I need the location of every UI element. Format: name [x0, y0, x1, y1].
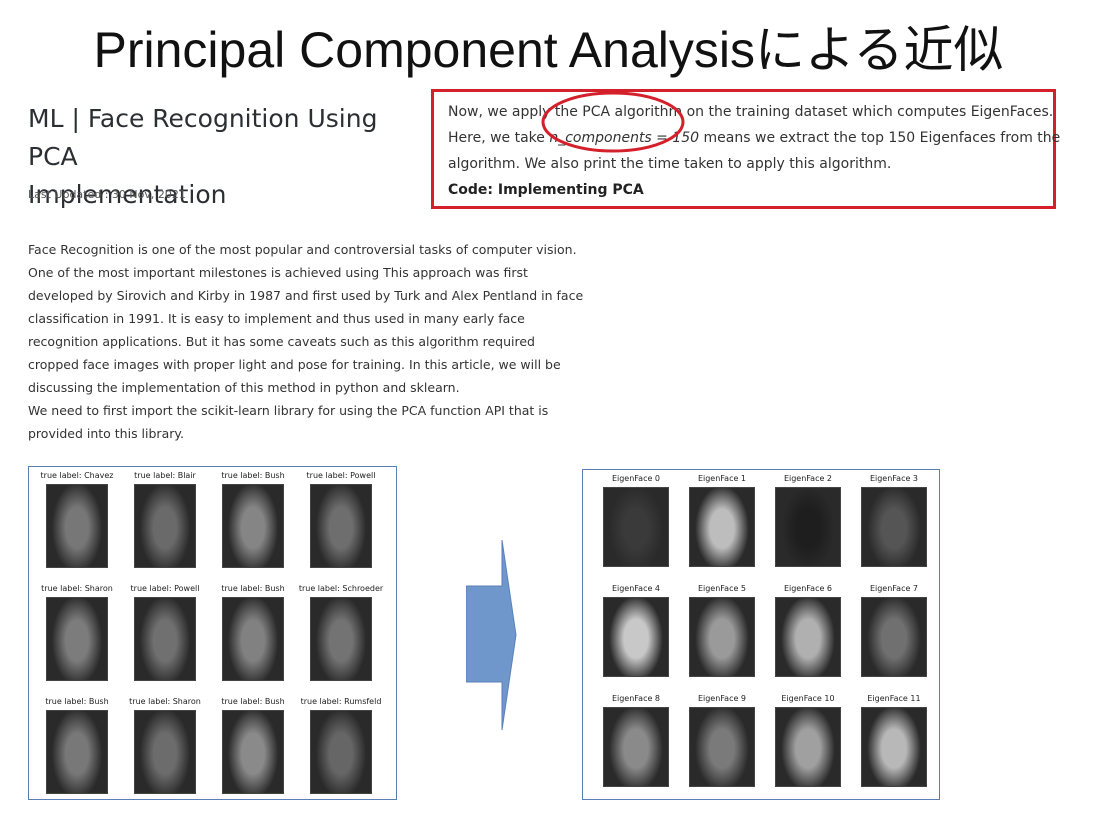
- eigenface-label: EigenFace 7: [869, 584, 919, 593]
- body-line: classification in 1991. It is easy to im…: [28, 311, 525, 326]
- eigenfaces-panel: EigenFace 0 EigenFace 1 EigenFace 2 EigenFa…: [582, 469, 940, 800]
- face-sample-label: true label: Schroeder: [298, 584, 384, 593]
- body-line: One of the most important milestones is …: [28, 265, 528, 280]
- eigenface-cell: EigenFace 5: [679, 584, 765, 694]
- face-sample-cell: true label: Bush: [209, 471, 297, 584]
- face-samples-panel: true label: Chavez true label: Blair true …: [28, 466, 397, 800]
- eigenface-image: [861, 707, 927, 787]
- face-sample-image: [134, 710, 196, 794]
- face-sample-label: true label: Powell: [306, 471, 376, 480]
- face-sample-cell: true label: Bush: [209, 697, 297, 810]
- eigenface-label: EigenFace 8: [611, 694, 661, 703]
- face-sample-cell: true label: Chavez: [33, 471, 121, 584]
- highlight-box: Now, we apply the PCA algorithm on the t…: [431, 89, 1060, 209]
- note-line-2-post: means we extract the top 150 Eigenfaces …: [699, 130, 1061, 146]
- code-label: Code: Implementing PCA: [448, 182, 644, 198]
- body-line: Face Recognition is one of the most popu…: [28, 242, 577, 257]
- eigenface-label: EigenFace 2: [783, 474, 833, 483]
- face-sample-image: [310, 484, 372, 568]
- face-sample-label: true label: Sharon: [129, 697, 201, 706]
- article-body: Face Recognition is one of the most popu…: [28, 238, 588, 445]
- eigenface-cell: EigenFace 7: [851, 584, 937, 694]
- eigenface-cell: EigenFace 2: [765, 474, 851, 584]
- last-updated: Last Updated : 30 Nov, 2021: [28, 188, 186, 201]
- face-sample-image: [222, 597, 284, 681]
- eigenface-label: EigenFace 0: [611, 474, 661, 483]
- face-sample-cell: true label: Bush: [33, 697, 121, 810]
- eigenface-label: EigenFace 6: [783, 584, 833, 593]
- article-title-line1: ML | Face Recognition Using PCA: [28, 104, 378, 171]
- eigenface-image: [603, 707, 669, 787]
- eigenface-label: EigenFace 5: [697, 584, 747, 593]
- face-sample-image: [310, 597, 372, 681]
- body-line: provided into this library.: [28, 426, 184, 441]
- face-sample-cell: true label: Powell: [297, 471, 385, 584]
- slide-title: Principal Component Analysisによる近似: [93, 22, 1004, 78]
- eigenface-cell: EigenFace 1: [679, 474, 765, 584]
- article-title: ML | Face Recognition Using PCA Implemen…: [28, 100, 428, 214]
- eigenface-cell: EigenFace 0: [593, 474, 679, 584]
- eigenface-image: [689, 487, 755, 567]
- eigenface-image: [775, 597, 841, 677]
- eigenface-image: [775, 487, 841, 567]
- body-line: discussing the implementation of this me…: [28, 380, 460, 395]
- right-arrow-icon: [466, 540, 517, 730]
- eigenface-label: EigenFace 1: [697, 474, 747, 483]
- eigenface-label: EigenFace 9: [697, 694, 747, 703]
- eigenface-label: EigenFace 10: [781, 694, 835, 703]
- face-sample-cell: true label: Rumsfeld: [297, 697, 385, 810]
- face-sample-cell: true label: Powell: [121, 584, 209, 697]
- note-line-2: Here, we take n_components = 150 means w…: [448, 125, 1060, 151]
- eigenface-cell: EigenFace 3: [851, 474, 937, 584]
- eigenface-image: [861, 487, 927, 567]
- face-sample-label: true label: Blair: [134, 471, 196, 480]
- face-sample-image: [222, 710, 284, 794]
- eigenface-cell: EigenFace 9: [679, 694, 765, 804]
- face-sample-image: [134, 597, 196, 681]
- face-sample-image: [46, 710, 108, 794]
- eigenface-image: [603, 487, 669, 567]
- face-sample-cell: true label: Schroeder: [297, 584, 385, 697]
- eigenface-image: [603, 597, 669, 677]
- body-line: recognition applications. But it has som…: [28, 334, 535, 349]
- highlight-ellipse: [541, 91, 685, 153]
- face-sample-cell: true label: Blair: [121, 471, 209, 584]
- face-sample-image: [134, 484, 196, 568]
- eigenface-cell: EigenFace 10: [765, 694, 851, 804]
- note-line-3: algorithm. We also print the time taken …: [448, 156, 892, 172]
- face-sample-label: true label: Sharon: [41, 584, 113, 593]
- face-sample-image: [310, 710, 372, 794]
- face-sample-label: true label: Chavez: [40, 471, 114, 480]
- eigenface-image: [775, 707, 841, 787]
- face-sample-label: true label: Bush: [221, 697, 285, 706]
- face-sample-label: true label: Bush: [45, 697, 109, 706]
- eigenface-label: EigenFace 3: [869, 474, 919, 483]
- body-line: We need to first import the scikit-learn…: [28, 403, 549, 418]
- face-sample-label: true label: Rumsfeld: [300, 697, 382, 706]
- eigenface-label: EigenFace 4: [611, 584, 661, 593]
- face-sample-image: [222, 484, 284, 568]
- face-sample-image: [46, 484, 108, 568]
- body-line: cropped face images with proper light an…: [28, 357, 561, 372]
- face-sample-image: [46, 597, 108, 681]
- eigenface-cell: EigenFace 8: [593, 694, 679, 804]
- face-sample-label: true label: Powell: [130, 584, 200, 593]
- face-sample-cell: true label: Bush: [209, 584, 297, 697]
- eigenface-cell: EigenFace 6: [765, 584, 851, 694]
- face-sample-cell: true label: Sharon: [33, 584, 121, 697]
- body-line: developed by Sirovich and Kirby in 1987 …: [28, 288, 584, 303]
- eigenface-cell: EigenFace 4: [593, 584, 679, 694]
- article-title-line2: Implementation: [28, 180, 227, 209]
- eigenface-image: [689, 597, 755, 677]
- note-line-2-pre: Here, we take: [448, 130, 550, 146]
- eigenface-image: [861, 597, 927, 677]
- note-line-1: Now, we apply the PCA algorithm on the t…: [448, 104, 1054, 120]
- face-sample-label: true label: Bush: [221, 471, 285, 480]
- face-sample-cell: true label: Sharon: [121, 697, 209, 810]
- eigenface-label: EigenFace 11: [867, 694, 921, 703]
- face-sample-label: true label: Bush: [221, 584, 285, 593]
- eigenface-cell: EigenFace 11: [851, 694, 937, 804]
- eigenface-image: [689, 707, 755, 787]
